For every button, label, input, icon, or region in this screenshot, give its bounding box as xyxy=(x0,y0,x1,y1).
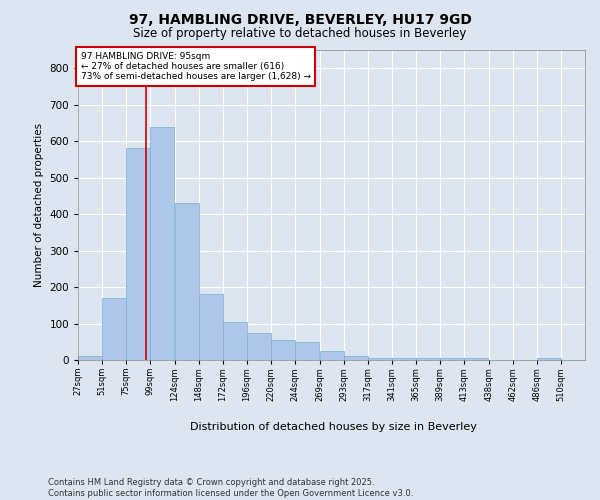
Bar xyxy=(223,322,247,360)
Bar xyxy=(392,358,416,360)
Bar xyxy=(464,358,488,360)
Bar xyxy=(271,340,295,360)
Bar xyxy=(344,356,368,360)
Bar xyxy=(150,126,174,360)
Bar xyxy=(295,342,319,360)
Bar xyxy=(102,298,126,360)
Bar xyxy=(416,358,440,360)
Bar xyxy=(175,203,199,360)
Bar xyxy=(368,358,392,360)
Bar xyxy=(126,148,150,360)
Bar xyxy=(537,358,561,360)
Text: 97 HAMBLING DRIVE: 95sqm
← 27% of detached houses are smaller (616)
73% of semi-: 97 HAMBLING DRIVE: 95sqm ← 27% of detach… xyxy=(80,52,311,82)
Text: 97, HAMBLING DRIVE, BEVERLEY, HU17 9GD: 97, HAMBLING DRIVE, BEVERLEY, HU17 9GD xyxy=(128,12,472,26)
Bar xyxy=(320,351,344,360)
Text: Size of property relative to detached houses in Beverley: Size of property relative to detached ho… xyxy=(133,28,467,40)
Bar xyxy=(440,358,464,360)
Bar xyxy=(247,332,271,360)
Text: Contains HM Land Registry data © Crown copyright and database right 2025.
Contai: Contains HM Land Registry data © Crown c… xyxy=(48,478,413,498)
Y-axis label: Number of detached properties: Number of detached properties xyxy=(34,123,44,287)
Text: Distribution of detached houses by size in Beverley: Distribution of detached houses by size … xyxy=(190,422,476,432)
Bar xyxy=(199,294,223,360)
Bar xyxy=(78,356,102,360)
